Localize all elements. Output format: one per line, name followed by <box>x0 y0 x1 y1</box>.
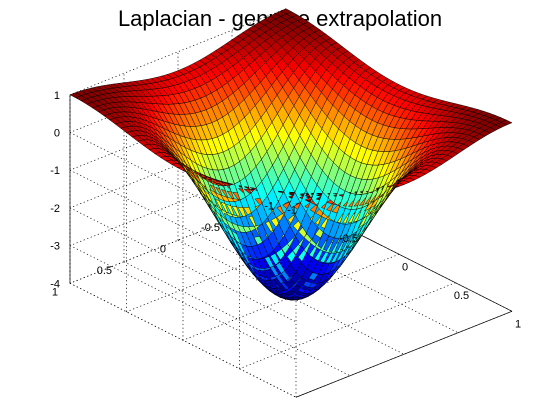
grid-line-z <box>69 207 297 323</box>
grid-line-x <box>239 282 456 370</box>
y-axis-line <box>295 310 513 398</box>
grid-line-y <box>123 261 351 377</box>
grid-line-x <box>182 253 400 341</box>
x-tick-label: -0.5 <box>339 233 358 245</box>
surface-patch <box>500 119 513 126</box>
z-tick-label: 0 <box>54 127 60 139</box>
grid-line-y <box>69 282 297 398</box>
x-tick-label: 0.5 <box>454 290 469 302</box>
axis-tick-labels: 1 0 -1 -2 -3 -4 -1 -0.5 0 0.5 1 -1 -0.5 0 0.5 1 <box>50 90 521 331</box>
z-tick-label: 1 <box>54 90 60 102</box>
z-tick-label: -3 <box>50 241 60 253</box>
x-tick-label: -1 <box>287 204 297 216</box>
z-tick-label: -4 <box>50 278 60 290</box>
y-tick-label: 0.5 <box>97 265 112 277</box>
grid-line-z <box>69 169 297 285</box>
grid-line-z <box>69 8 287 96</box>
grid-line-z <box>69 132 297 247</box>
x-tick-label: 0 <box>402 261 408 273</box>
grid-line-z <box>69 245 297 360</box>
y-tick-label: -1 <box>264 200 274 212</box>
y-tick-label: 0 <box>160 243 166 255</box>
z-tick-label: -1 <box>50 165 60 177</box>
z-tick-label: -2 <box>50 203 60 215</box>
x-tick-label: 1 <box>515 318 521 330</box>
y-tick-label: -0.5 <box>201 222 220 234</box>
y-tick-label: 1 <box>52 286 58 298</box>
surface-mesh <box>69 8 513 301</box>
